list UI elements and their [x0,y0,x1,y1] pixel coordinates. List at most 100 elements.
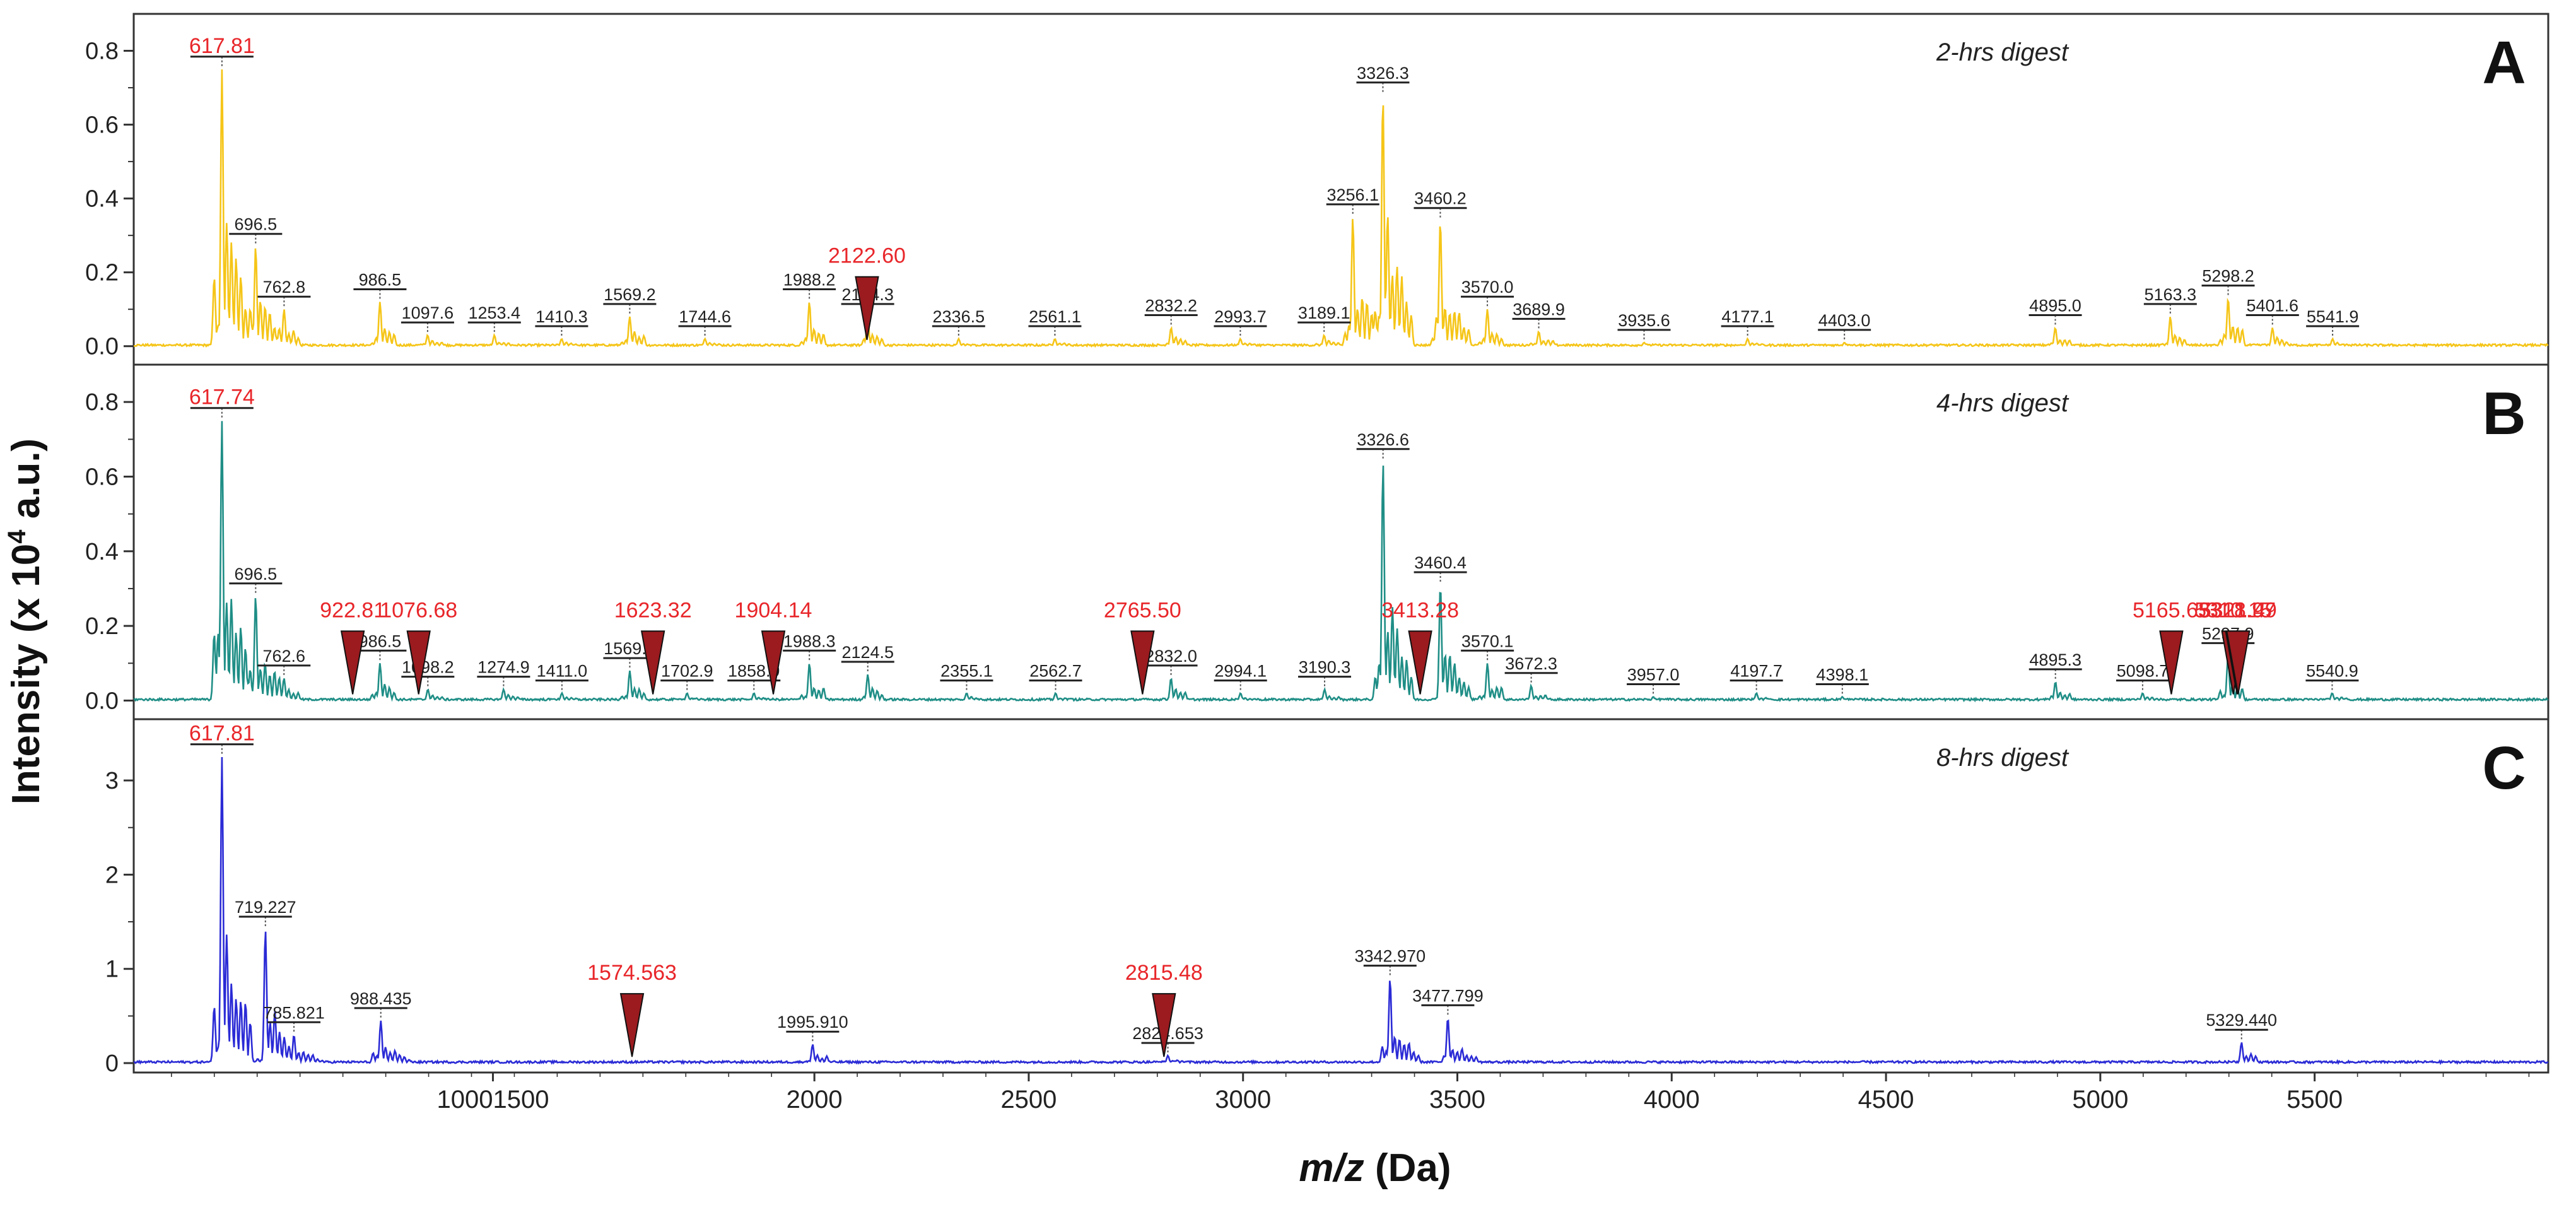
y-tick-label: 0.8 [85,389,119,416]
panel-letter: C [2482,734,2526,802]
x-tick-label: 4000 [1644,1086,1700,1114]
peak-label-1253-4: 1253.4 [467,303,521,334]
peak-mz-label: 3935.6 [1618,311,1670,330]
marker-triangle [1408,630,1432,695]
peak-mz-label: 1253.4 [468,303,520,322]
y-tick-label: 1 [105,956,119,983]
panel-frame [132,718,2550,1074]
peak-mz-label: 2124.5 [841,643,894,662]
peak-label-3570-1: 3570.1 [1461,632,1514,662]
peak-label-988-435: 988.435 [350,989,412,1020]
peak-mz-label: 3326.3 [1357,64,1409,83]
peak-mz-label: 986.5 [359,271,402,290]
peak-label-986-5: 986.5 [353,632,407,662]
peak-label-4895-3: 4895.3 [2029,650,2082,681]
peak-label-1988-3: 1988.3 [783,632,836,662]
y-axis-label-sup: 4 [3,529,31,544]
peak-label-617-74: 617.74 [189,385,255,420]
panel-title: 4-hrs digest [1936,389,2070,417]
peak-mz-label: 4403.0 [1818,311,1871,330]
peak-mz-label: 3190.3 [1299,658,1351,677]
peak-label-4895-0: 4895.0 [2029,296,2082,327]
peak-label-2336-5: 2336.5 [932,307,985,338]
peak-label-696-5: 696.5 [229,565,283,595]
y-tick-label: 0.4 [85,539,119,565]
marker-922-81: 922.81 [320,598,385,695]
peak-mz-label: 3460.4 [1414,553,1467,572]
marker-label: 2122.60 [828,244,906,268]
peak-mz-label: 3570.1 [1461,632,1514,650]
peak-label-1097-6: 1097.6 [401,303,454,334]
y-axis-label-main: Intensity (x 10 [4,544,48,804]
peak-label-3689-9: 3689.9 [1512,300,1566,331]
panel-b: 0.0 0.2 0.4 0.6 0.8 617.74 696.5 762.6 986.51098… [85,363,2550,720]
peak-mz-label: 3256.1 [1326,185,1379,204]
peak-label-617-81: 617.81 [189,34,255,68]
marker-triangle [761,630,786,695]
marker-label: 1076.68 [380,598,457,622]
peak-mz-label: 1995.910 [777,1013,848,1032]
peak-label-1995-910: 1995.910 [777,1013,848,1043]
x-tick-label: 10001500 [436,1086,549,1114]
marker-1623-32: 1623.32 [614,598,692,695]
peak-mz-label: 988.435 [350,989,412,1008]
peak-mz-label: 2832.0 [1145,647,1197,666]
peak-label-4403-0: 4403.0 [1818,311,1871,341]
peak-label-617-81: 617.81 [189,722,255,756]
marker-label: 5318.97 [2198,598,2276,622]
peak-label-2561-1: 2561.1 [1028,307,1082,338]
peak-mz-label: 4197.7 [1730,662,1783,681]
peak-label-2993-7: 2993.7 [1214,307,1267,338]
peak-label-762-6: 762.6 [257,647,311,677]
peak-mz-label: 1569.2 [604,285,656,304]
peak-mz-label: 3326.6 [1357,430,1409,449]
marker-label: 2815.48 [1125,961,1203,985]
peak-mz-label: 1410.3 [536,307,588,326]
peak-mz-label: 2562.7 [1029,662,1082,681]
panel-letter: B [2482,380,2526,447]
x-tick-label: 5500 [2286,1086,2343,1114]
marker-label: 1574.563 [587,961,677,985]
peak-label-5540-9: 5540.9 [2305,662,2359,692]
peak-label-4398-1: 4398.1 [1815,666,1869,696]
peak-label-3342-970: 3342.970 [1354,947,1426,977]
peak-mz-label: 1988.3 [783,632,836,650]
peak-mz-label: 4398.1 [1817,666,1869,685]
spectrum-trace [133,756,2549,1066]
x-tick-label: 5000 [2072,1086,2128,1114]
peak-label-3326-6: 3326.6 [1356,430,1410,461]
peak-mz-label: 1988.2 [783,271,836,290]
marker-label: 1904.14 [735,598,812,622]
y-tick-label: 0.4 [85,186,119,213]
peak-mz-label: 5298.2 [2202,267,2254,286]
x-axis: 10001500 2000 2500 3000 3500 4000 4500 5000 5500 [171,1073,2530,1114]
peak-mz-label: 762.6 [262,647,305,666]
marker-triangle [1130,630,1155,695]
panel-a: 0.0 0.2 0.4 0.6 0.8 617.81 696.5 762.8 986.51097… [85,13,2550,366]
marker-5165-63: 5165.63 [2133,598,2210,695]
marker-triangle [855,276,879,340]
peak-mz-label: 5401.6 [2246,296,2298,315]
peak-mz-label: 3477.799 [1412,986,1484,1005]
y-tick-label: 0.6 [85,112,119,139]
marker-3413-28: 3413.28 [1381,598,1459,695]
peak-mz-label: 5541.9 [2307,307,2359,326]
peak-mz-label: 617.81 [189,34,255,58]
y-axis-label: Intensity (x 104 a.u.) [3,438,48,804]
peak-label-3672-3: 3672.3 [1504,654,1558,685]
peak-mz-label: 696.5 [235,565,278,584]
peak-label-3570-0: 3570.0 [1461,278,1514,309]
peak-mz-label: 719.227 [235,898,296,917]
marker-label: 922.81 [320,598,385,622]
peak-mz-label: 1274.9 [477,658,530,677]
x-tick-label: 2000 [787,1086,843,1114]
marker-triangle [2226,630,2251,695]
y-tick-label: 0.2 [85,260,119,286]
marker-label: 5310.15 [2194,598,2272,622]
marker-2765-50: 2765.50 [1104,598,1181,695]
peak-label-5298-2: 5298.2 [2201,267,2255,297]
peak-mz-label: 1744.6 [679,307,731,326]
peak-label-3460-2: 3460.2 [1414,189,1467,220]
peak-label-1411-0: 1411.0 [535,662,588,692]
